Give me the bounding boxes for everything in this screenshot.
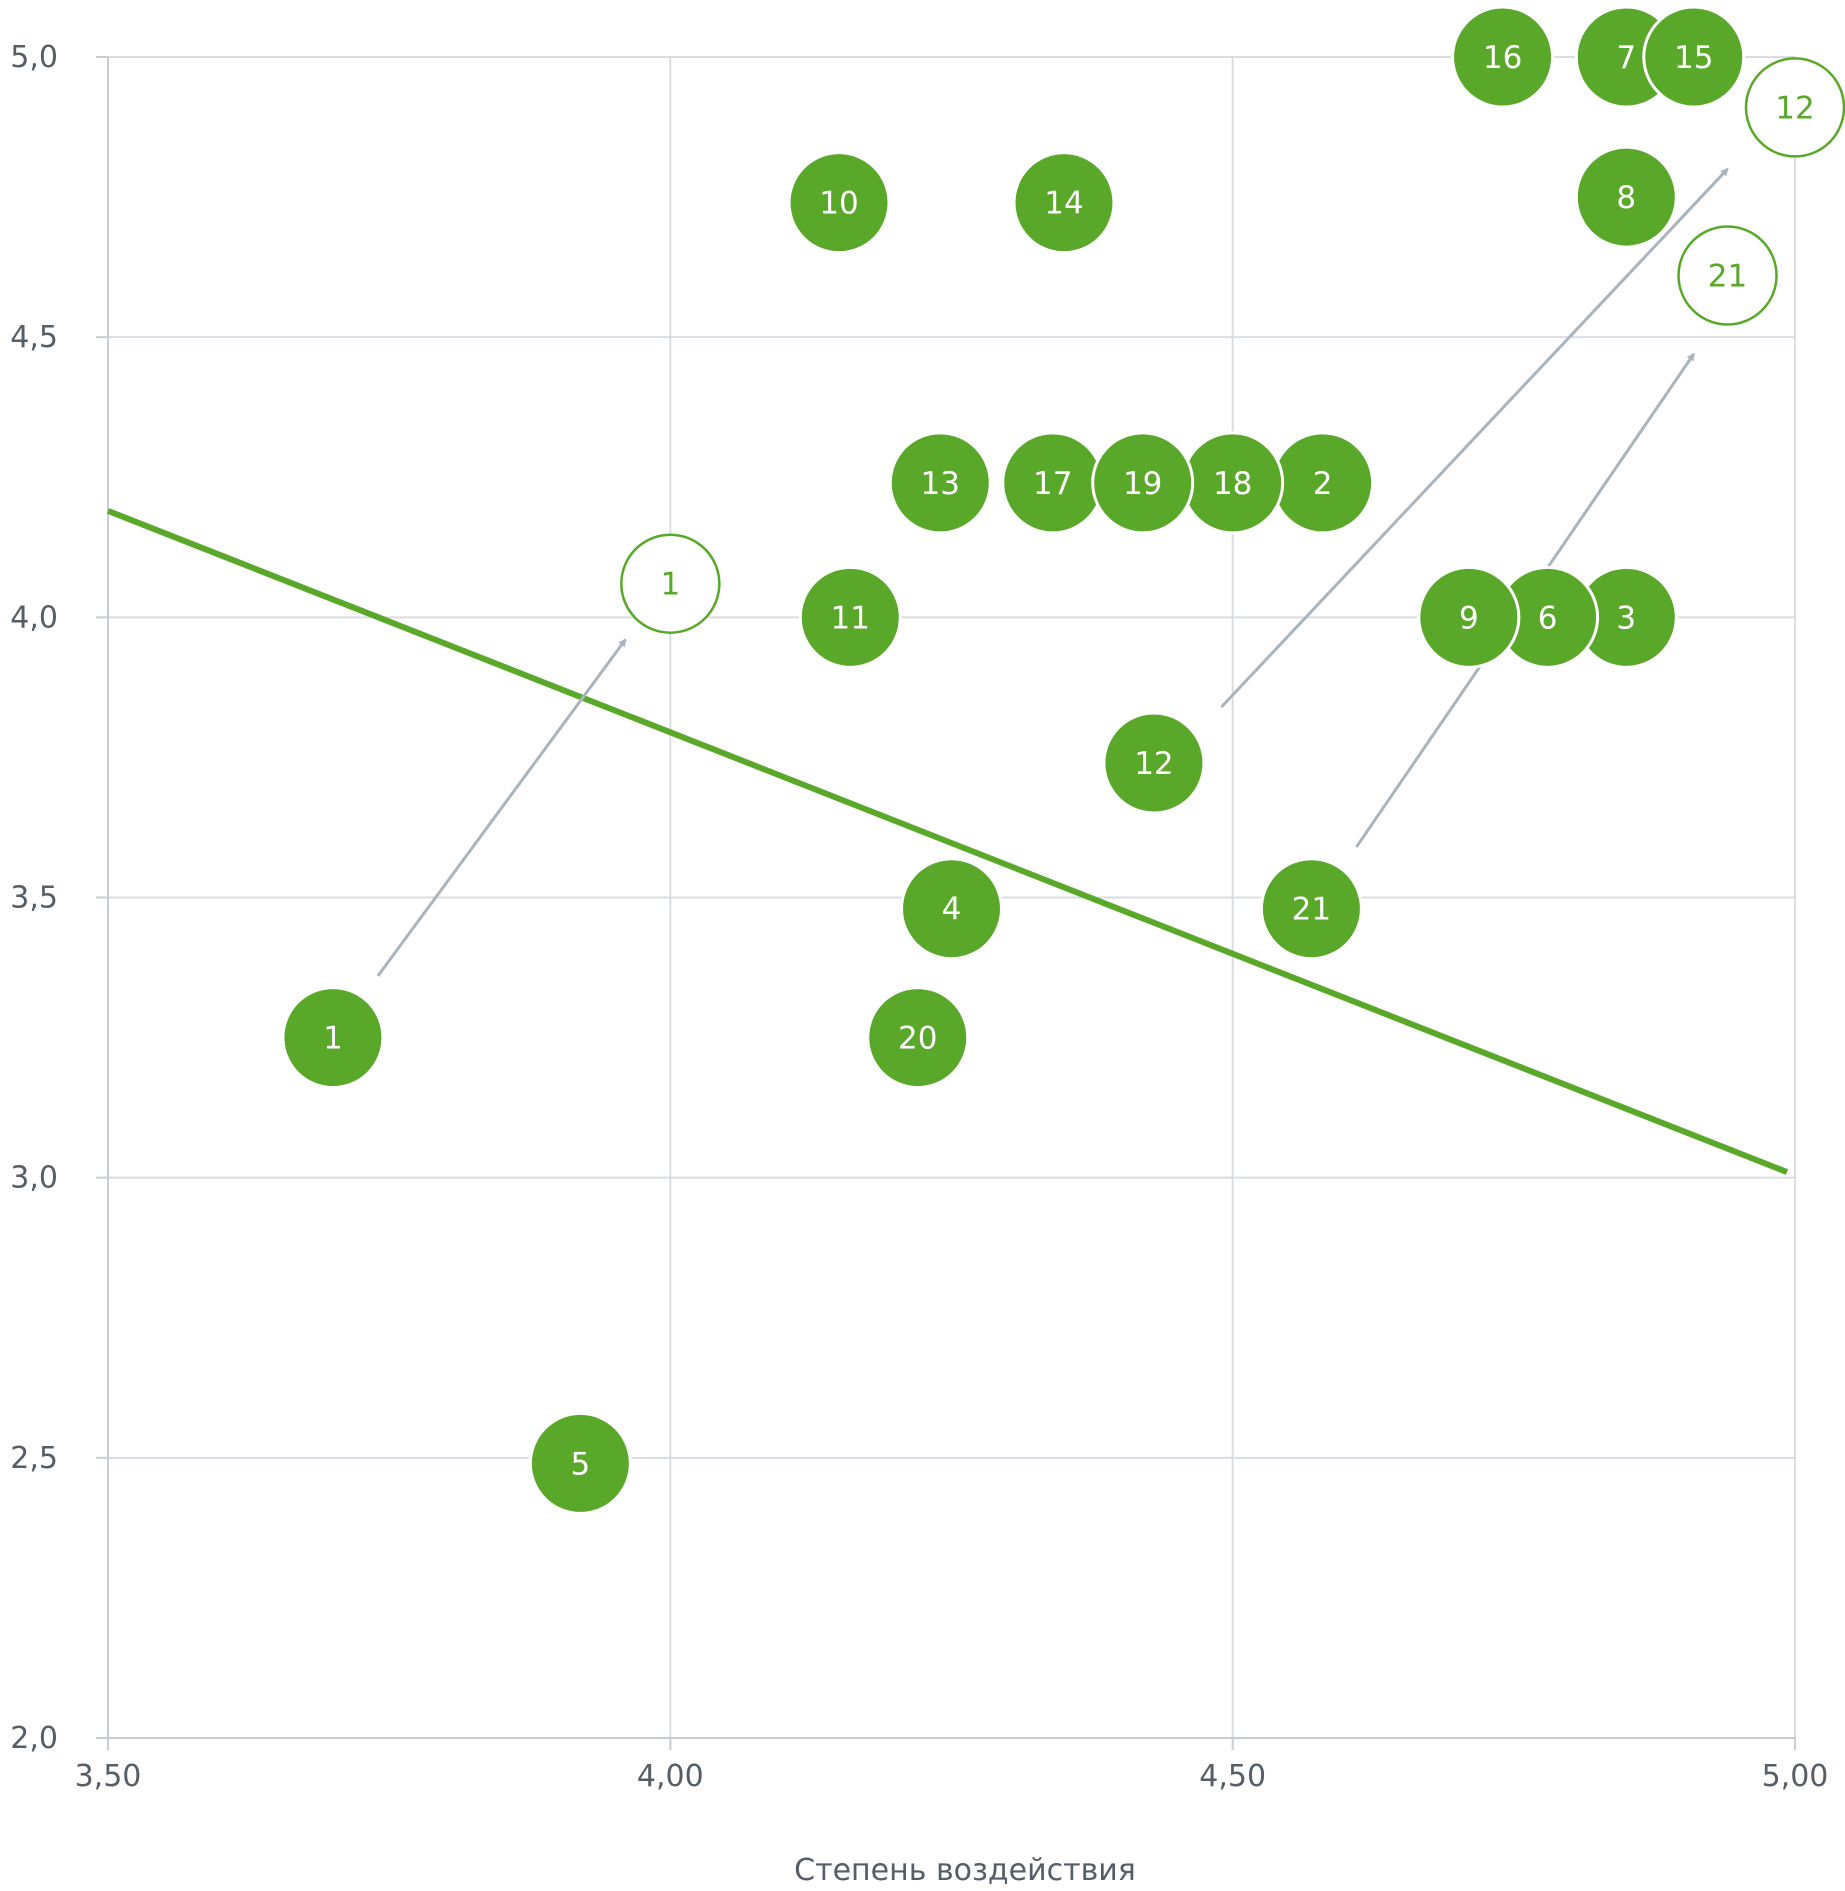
- data-point: 20: [866, 986, 970, 1090]
- data-point: 8: [1574, 145, 1678, 249]
- y-tick-label: 3,5: [10, 881, 58, 916]
- data-point: 9: [1417, 565, 1521, 669]
- data-point: 14: [1012, 151, 1116, 255]
- target-point: 21: [1677, 225, 1778, 326]
- point-marker: [1091, 431, 1195, 535]
- data-point: 15: [1642, 5, 1746, 109]
- point-marker: [798, 565, 902, 669]
- data-point: 6: [1496, 565, 1600, 669]
- target-point: 1: [620, 533, 721, 634]
- x-axis-label: Степень воздействия: [794, 1853, 1136, 1888]
- point-marker: [1259, 857, 1363, 961]
- point-marker: [787, 151, 891, 255]
- movement-arrow: [1220, 167, 1729, 709]
- trend-line-group: [106, 508, 1789, 1175]
- point-label: 6: [1538, 600, 1558, 636]
- data-point: 18: [1181, 431, 1285, 535]
- point-marker: [1451, 5, 1555, 109]
- point-marker-outline: [1744, 57, 1845, 158]
- point-label: 12: [1775, 90, 1814, 126]
- y-tick-label: 2,5: [10, 1441, 58, 1476]
- data-point: 11: [798, 565, 902, 669]
- point-label: 1: [323, 1021, 343, 1057]
- point-label: 21: [1708, 259, 1747, 295]
- data-point: 12: [1102, 711, 1206, 815]
- point-label: 17: [1033, 466, 1072, 502]
- target-point: 12: [1744, 57, 1845, 158]
- point-label: 16: [1483, 40, 1522, 76]
- data-point: 19: [1091, 431, 1195, 535]
- point-label: 3: [1616, 600, 1636, 636]
- point-label: 1: [660, 567, 680, 603]
- y-tick-label: 3,0: [10, 1161, 58, 1196]
- point-label: 13: [921, 466, 960, 502]
- point-marker-outline: [620, 533, 721, 634]
- point-label: 2: [1313, 466, 1333, 502]
- movement-arrow: [376, 638, 627, 977]
- point-label: 19: [1123, 466, 1162, 502]
- x-tick-label: 4,00: [637, 1759, 704, 1794]
- data-point: 21: [1259, 857, 1363, 961]
- point-label: 14: [1044, 186, 1083, 222]
- point-marker: [900, 857, 1003, 961]
- point-marker: [1012, 151, 1116, 255]
- point-label: 15: [1674, 40, 1713, 76]
- point-marker: [1642, 5, 1746, 109]
- data-point: 1: [281, 986, 385, 1090]
- data-point: 5: [528, 1411, 632, 1515]
- data-point: 4: [900, 857, 1003, 961]
- axes: 2,0 2,5 3,0 3,5 4,0 4,5 5,0 3,50 4,00 4,50 5,00: [10, 40, 1828, 1794]
- y-tick-label: 4,5: [10, 320, 58, 355]
- point-label: 20: [898, 1021, 937, 1057]
- point-label: 12: [1134, 746, 1173, 782]
- point-label: 4: [942, 892, 962, 928]
- point-marker: [866, 986, 970, 1090]
- y-tick-label: 2,0: [10, 1721, 58, 1756]
- point-marker: [1102, 711, 1206, 815]
- trend-line: [106, 508, 1789, 1175]
- x-tick-label: 5,00: [1762, 1759, 1829, 1794]
- point-label: 9: [1459, 600, 1479, 636]
- point-label: 10: [819, 186, 858, 222]
- data-point: 17: [1001, 431, 1105, 535]
- x-tick-label: 3,50: [75, 1759, 142, 1794]
- data-point: 10: [787, 151, 891, 255]
- point-marker: [528, 1411, 632, 1515]
- point-label: 5: [570, 1446, 590, 1482]
- data-point: 16: [1451, 5, 1555, 109]
- point-label: 11: [831, 600, 870, 636]
- point-label: 8: [1616, 180, 1636, 216]
- x-tick-label: 4,50: [1199, 1759, 1266, 1794]
- data-point: 2: [1271, 431, 1375, 535]
- point-marker: [1574, 145, 1678, 249]
- point-label: 7: [1616, 40, 1636, 76]
- point-marker: [1417, 565, 1521, 669]
- grid: [108, 56, 1796, 1738]
- point-label: 18: [1213, 466, 1252, 502]
- point-marker-outline: [1677, 225, 1778, 326]
- point-marker: [888, 431, 992, 535]
- data-point: 13: [888, 431, 992, 535]
- y-tick-label: 4,0: [10, 600, 58, 635]
- point-label: 21: [1292, 892, 1331, 928]
- y-tick-label: 5,0: [10, 40, 58, 75]
- point-marker: [281, 986, 385, 1090]
